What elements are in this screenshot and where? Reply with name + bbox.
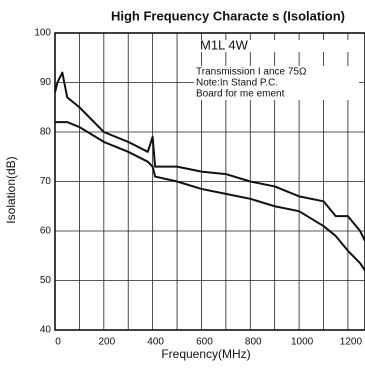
annotation: Transmission I ance 75Ω [196,67,307,78]
annotation: M1L 4W [200,37,249,52]
plot-frame [54,32,365,331]
y-tick-label: 70 [40,176,52,187]
x-tick-label: 0 [55,337,61,348]
x-tick-label: 400 [147,337,164,348]
annotation: Board for me ement [196,89,285,100]
x-tick-label: 200 [98,337,115,348]
annotation-bg [194,66,359,78]
y-tick-label: 80 [40,127,52,138]
x-tick-label: 800 [245,337,262,348]
y-tick-label: 90 [40,77,52,88]
x-tick-label: 1200 [340,337,363,348]
annotation-bg [194,88,359,100]
y-tick-label: 50 [40,275,52,286]
y-axis-label: Isolation(dB) [4,156,18,223]
x-axis-label: Frequency(MHz) [161,347,250,361]
annotation: Note:In Stand P.C. [196,78,278,89]
annotation-bg [194,77,359,89]
data-line [54,71,365,242]
annotation-bg [198,40,363,52]
data-line [55,121,365,272]
y-tick-label: 40 [40,325,52,336]
y-tick-label: 100 [34,28,51,39]
y-tick-label: 60 [40,226,52,237]
chart-title: High Frequency Characte s (Isolation) [111,8,345,23]
x-tick-label: 600 [196,337,213,348]
x-tick-label: 1000 [291,337,314,348]
